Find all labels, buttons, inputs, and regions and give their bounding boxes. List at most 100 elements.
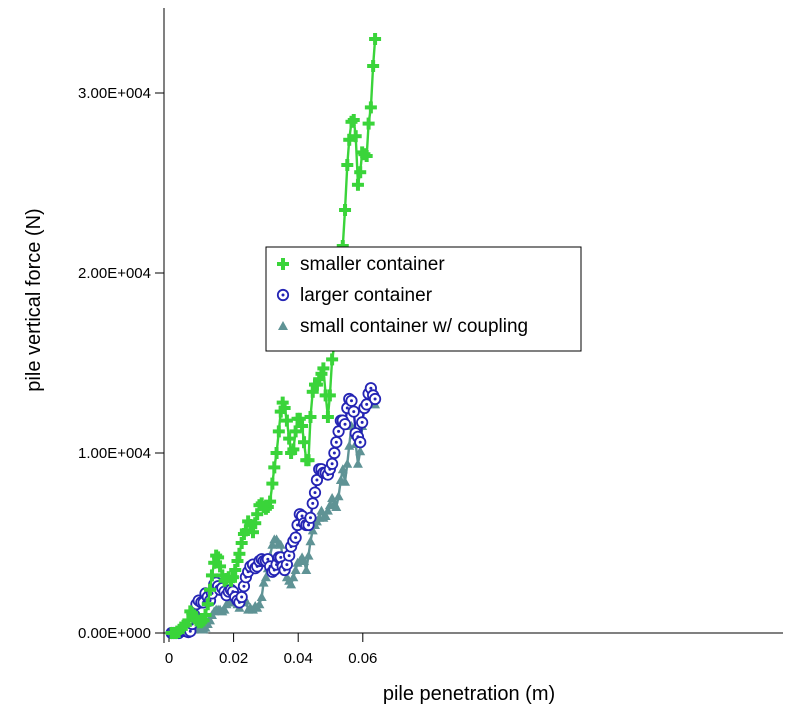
data-point <box>339 204 352 216</box>
y-tick-label: 0.00E+000 <box>78 625 151 642</box>
y-tick-label: 3.00E+004 <box>78 85 151 102</box>
data-point <box>226 571 239 584</box>
data-point <box>317 362 330 375</box>
data-point <box>308 486 322 499</box>
legend-marker <box>277 258 289 270</box>
data-point <box>354 436 367 449</box>
data-point <box>182 614 195 627</box>
data-point <box>278 402 291 414</box>
data-point <box>179 618 192 631</box>
data-point <box>354 166 367 179</box>
data-point <box>199 609 212 621</box>
data-point <box>235 537 248 549</box>
data-point <box>204 583 217 596</box>
data-point <box>233 547 246 560</box>
x-tick-label: 0 <box>165 650 173 667</box>
data-point <box>231 555 244 567</box>
data-point <box>272 425 285 438</box>
data-point <box>367 60 380 72</box>
y-axis-ticks: 0.00E+000 1.00E+004 2.00E+004 3.00E+004 <box>78 85 164 642</box>
data-point <box>299 556 310 565</box>
data-point <box>208 556 221 569</box>
data-point <box>326 353 339 366</box>
data-point <box>331 502 342 511</box>
data-point <box>369 33 382 45</box>
data-point <box>321 411 334 423</box>
data-point <box>347 114 360 126</box>
data-point <box>287 443 300 456</box>
y-tick-label: 2.00E+004 <box>78 265 151 282</box>
data-point <box>283 432 296 445</box>
data-point <box>289 531 302 544</box>
data-point <box>298 436 311 449</box>
legend: smaller container larger container small c… <box>265 246 582 352</box>
data-point <box>242 515 255 528</box>
data-point <box>313 373 326 386</box>
legend-marker <box>278 321 288 330</box>
data-point <box>251 508 264 521</box>
data-point <box>239 524 252 537</box>
data-point <box>246 526 259 539</box>
data-point <box>293 412 306 425</box>
data-point <box>201 598 214 611</box>
data-point <box>330 436 343 449</box>
data-point <box>254 599 265 609</box>
data-point <box>304 411 317 423</box>
data-point <box>264 495 277 508</box>
data-point <box>260 572 271 582</box>
data-point <box>356 416 369 429</box>
x-axis-ticks: 0 0.02 0.04 0.06 <box>165 633 377 667</box>
data-point <box>212 551 225 564</box>
data-point <box>290 565 301 574</box>
data-point <box>301 565 312 574</box>
data-point <box>261 501 274 513</box>
data-point <box>368 392 382 406</box>
data-point <box>302 454 315 467</box>
legend-label: smaller container <box>300 254 445 275</box>
y-axis-title: pile vertical force (N) <box>23 208 45 391</box>
x-tick-label: 0.02 <box>219 650 248 667</box>
data-point <box>256 592 267 601</box>
x-axis-title: pile penetration (m) <box>383 683 555 705</box>
data-point <box>349 130 362 143</box>
data-point <box>172 626 185 639</box>
data-point <box>270 447 283 459</box>
data-point <box>351 178 364 191</box>
data-point <box>355 446 366 456</box>
data-point <box>306 497 319 510</box>
data-point <box>289 425 302 438</box>
data-point <box>336 240 349 252</box>
data-point <box>326 457 339 470</box>
data-point <box>307 525 318 535</box>
data-point <box>274 405 287 418</box>
data-point <box>229 564 242 576</box>
data-point <box>362 117 375 130</box>
data-point <box>310 378 323 391</box>
data-point <box>305 536 316 546</box>
data-point <box>275 539 286 549</box>
data-point <box>322 505 333 515</box>
data-point <box>286 579 297 589</box>
data-point <box>266 477 279 490</box>
data-point <box>219 604 230 614</box>
data-point <box>323 389 336 402</box>
legend-box <box>265 246 582 352</box>
data-point <box>214 560 227 573</box>
data-point <box>337 464 348 474</box>
data-point <box>249 517 262 530</box>
data-point <box>345 394 358 407</box>
data-point <box>285 447 298 459</box>
data-point <box>360 150 373 162</box>
data-point <box>316 505 327 515</box>
data-point <box>296 420 309 432</box>
data-point <box>258 577 269 587</box>
data-point <box>268 461 281 474</box>
data-point <box>304 511 317 524</box>
x-tick-label: 0.06 <box>348 650 377 667</box>
data-point <box>205 569 218 582</box>
data-point <box>364 101 377 114</box>
data-point <box>343 133 356 146</box>
data-point <box>338 418 352 431</box>
data-point <box>352 458 363 468</box>
